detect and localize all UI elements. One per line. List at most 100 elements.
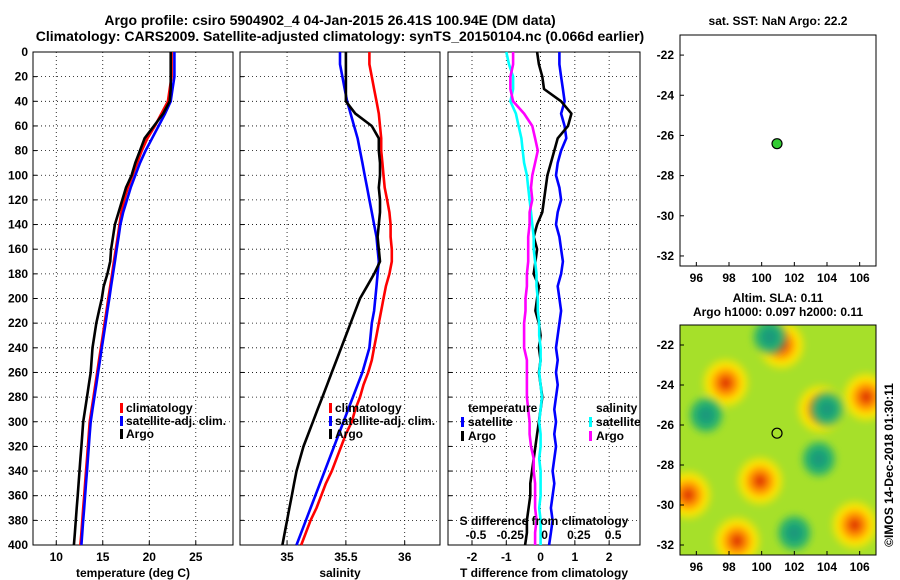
imos-credit: ©IMOS 14-Dec-2018 01:30:11 xyxy=(882,383,896,547)
legend-swatch xyxy=(461,417,464,427)
sst-map-title: sat. SST: NaN Argo: 22.2 xyxy=(709,14,848,28)
depth-tick-label: 400 xyxy=(8,538,28,552)
legend-swatch xyxy=(120,429,123,439)
legend-swatch xyxy=(120,416,123,426)
temperature-panel: 10 15 20 25 temperature (deg C) climatologysa… xyxy=(32,51,234,580)
series-line-salinity-argo xyxy=(509,52,540,545)
depth-tick-label: 20 xyxy=(15,70,29,84)
sla-heatmap-cell-low xyxy=(749,325,790,358)
sst-map-panel: sat. SST: NaN Argo: 22.2 96 98 100 102 104 106… xyxy=(657,14,877,285)
x-tick-label: 35 xyxy=(280,550,294,564)
series-line-temperature-satellite xyxy=(547,52,568,546)
sla-heatmap-cell-low xyxy=(798,438,839,480)
legend-swatch xyxy=(329,416,332,426)
depth-tick-label: 260 xyxy=(8,365,28,379)
depth-tick-label: 360 xyxy=(8,489,28,503)
sla-map-title-line1: Altim. SLA: 0.11 xyxy=(733,291,824,305)
x-tick-label: 10 xyxy=(50,550,64,564)
x-tick-label: 0 xyxy=(537,550,544,564)
sla-heatmap-cell-high xyxy=(840,369,876,425)
series-line-argo xyxy=(281,52,382,546)
sla-heatmap-cell-low xyxy=(807,388,847,430)
depth-tick-label: 0 xyxy=(21,45,28,59)
map-x-tick-label: 102 xyxy=(784,560,804,574)
depth-tick-label: 180 xyxy=(8,267,28,281)
map-y-tick-label: -28 xyxy=(657,169,675,183)
legend-label: satellite-adj. clim. xyxy=(335,414,435,428)
sla-heatmap-cell-low xyxy=(774,512,815,554)
map-x-tick-label: 98 xyxy=(722,560,736,574)
depth-tick-label: 380 xyxy=(8,513,28,527)
legend-swatch xyxy=(120,403,123,413)
map-y-tick-label: -22 xyxy=(657,48,675,62)
depth-tick-label: 120 xyxy=(8,193,28,207)
sla-heatmap-cell-high xyxy=(711,513,764,555)
x-tick-label: 25 xyxy=(189,550,203,564)
map-x-tick-label: 106 xyxy=(850,271,870,285)
map-x-tick-label: 100 xyxy=(752,560,772,574)
series-line-satellite-adj-clim- xyxy=(80,52,176,546)
series-line-salinity-satellite xyxy=(505,51,544,545)
sla-heatmap xyxy=(680,325,876,555)
legend-label: satellite xyxy=(596,415,641,429)
secondary-x-tick-label: 0 xyxy=(541,528,548,542)
map-y-tick-label: -26 xyxy=(657,128,675,142)
x-axis-label: temperature (deg C) xyxy=(76,566,190,580)
depth-tick-label: 40 xyxy=(15,94,29,108)
depth-tick-label: 300 xyxy=(8,415,28,429)
x-tick-label: 36 xyxy=(398,550,412,564)
secondary-x-tick-label: -0.5 xyxy=(466,528,487,542)
map-x-tick-label: 104 xyxy=(817,560,837,574)
series-line-argo xyxy=(72,52,172,546)
sla-heatmap-cell-high xyxy=(828,497,876,553)
depth-tick-label: 140 xyxy=(8,218,28,232)
legend-swatch xyxy=(329,429,332,439)
x-axis-label: T difference from climatology xyxy=(460,566,628,580)
depth-tick-label: 240 xyxy=(8,341,28,355)
depth-tick-label: 280 xyxy=(8,390,28,404)
legend-label: Argo xyxy=(335,427,363,441)
secondary-x-axis-label: S difference from climatology xyxy=(460,514,629,528)
map-y-tick-label: -32 xyxy=(657,249,675,263)
x-axis-label: salinity xyxy=(319,566,361,580)
secondary-x-tick-label: -0.25 xyxy=(497,528,525,542)
x-tick-label: -2 xyxy=(467,550,478,564)
x-tick-label: 1 xyxy=(572,550,579,564)
map-x-tick-label: 104 xyxy=(817,271,837,285)
map-y-tick-label: -30 xyxy=(657,209,675,223)
map-y-tick-label: -30 xyxy=(657,498,675,512)
depth-tick-label: 320 xyxy=(8,439,28,453)
argo-location-marker xyxy=(771,138,783,150)
salinity-panel: 35 35.5 36 salinity climatologysatellite-adj… xyxy=(239,51,441,580)
legend-title-temperature: temperature xyxy=(468,401,538,415)
depth-tick-label: 60 xyxy=(15,119,29,133)
sla-heatmap-cell-high xyxy=(734,453,787,509)
legend-label: Argo xyxy=(126,427,154,441)
depth-tick-label: 340 xyxy=(8,464,28,478)
map-y-tick-label: -24 xyxy=(657,88,675,102)
map-x-tick-label: 106 xyxy=(850,560,870,574)
depth-tick-label: 100 xyxy=(8,168,28,182)
secondary-x-tick-label: 0.5 xyxy=(605,528,622,542)
map-y-tick-label: -32 xyxy=(657,538,675,552)
depth-tick-label: 220 xyxy=(8,316,28,330)
figure-title-line1: Argo profile: csiro 5904902_4 04-Jan-201… xyxy=(104,12,555,28)
legend-label: climatology xyxy=(335,401,402,415)
legend-swatch xyxy=(589,431,592,441)
legend-swatch xyxy=(329,403,332,413)
map-frame xyxy=(679,34,877,267)
map-x-tick-label: 100 xyxy=(752,271,772,285)
depth-tick-label: 160 xyxy=(8,242,28,256)
argo-location-marker xyxy=(771,427,783,439)
x-tick-label: -1 xyxy=(501,550,512,564)
x-tick-label: 35.5 xyxy=(334,550,358,564)
difference-panel: -2 -1 0 1 2 T difference from climatology S di… xyxy=(447,51,641,580)
map-y-tick-label: -24 xyxy=(657,378,675,392)
map-y-tick-label: -22 xyxy=(657,338,675,352)
legend-label: Argo xyxy=(596,429,624,443)
map-frame xyxy=(679,324,877,556)
sla-heatmap-cell-high xyxy=(680,467,715,523)
depth-axis-labels: 0 20 40 60 80 100 120 140 160 180 200 220 240 260 280 3… xyxy=(8,45,28,552)
